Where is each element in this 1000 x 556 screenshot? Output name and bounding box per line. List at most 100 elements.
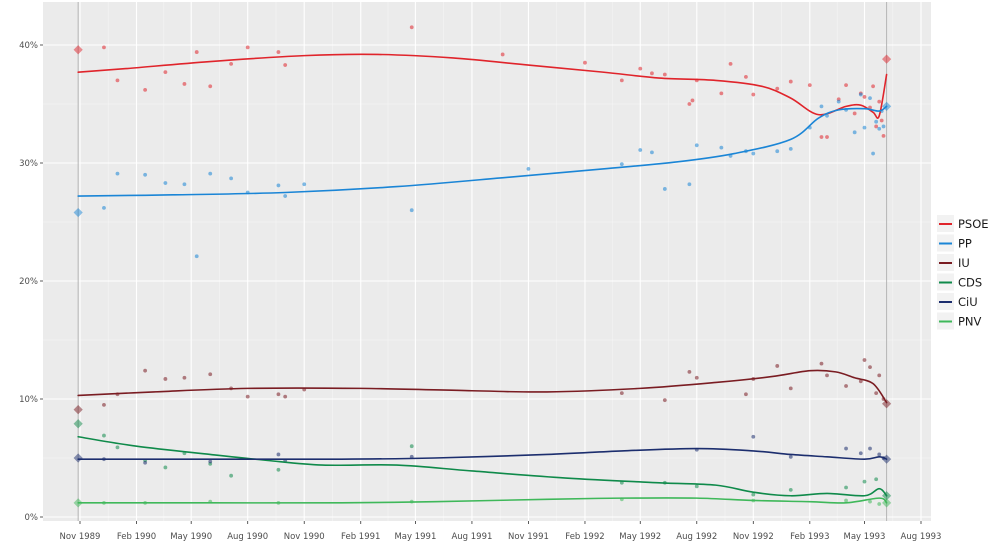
plot-background [43,2,931,521]
pp-poll-point [719,145,724,150]
psoe-poll-point [409,25,414,30]
pp-poll-point [276,183,281,188]
major-gridlines [43,2,931,521]
pnv-poll-point [868,499,872,504]
election-markers [77,2,888,521]
psoe-poll-point [638,66,643,71]
pp-poll-point [115,171,120,176]
cds-poll-point [844,485,848,490]
pp-poll-point [650,150,654,155]
x-tick-label: Feb 1993 [790,532,829,542]
legend-label-psoe: PSOE [958,217,989,231]
pnv-trend-line [77,497,888,504]
cds-poll-point [788,487,793,492]
psoe-poll-point [500,52,505,57]
pp-result-marker [73,207,83,218]
legend-label-iu: IU [958,256,970,270]
pp-poll-point [143,172,148,177]
pp-poll-point [858,92,863,97]
pnv-result-marker [881,498,892,508]
pp-poll-point [208,171,213,176]
cds-poll-point [409,444,414,449]
iu-poll-point [874,391,879,395]
psoe-poll-point [208,84,213,89]
psoe-poll-point [874,124,879,129]
pp-poll-point [775,149,780,154]
pp-poll-point [182,182,187,187]
x-tick-label: May 1992 [619,532,661,542]
pp-trend-line [77,105,888,197]
x-tick-label: Feb 1990 [117,532,156,542]
psoe-poll-point [744,74,748,79]
y-tick-label: 20% [19,277,38,287]
psoe-poll-point [650,71,654,76]
trend-lines [77,53,888,504]
pp-poll-point [819,104,824,109]
psoe-poll-point [276,50,281,54]
pp-poll-point [302,182,307,187]
psoe-poll-point [182,82,187,86]
ciu-result-marker [881,454,892,464]
iu-poll-point [844,384,848,388]
psoe-poll-point [825,135,829,139]
y-axis: 0% 10% 20% 30% 40% [19,41,43,523]
psoe-poll-point [877,99,882,104]
iu-poll-point [744,392,748,397]
ciu-poll-point [208,459,213,464]
psoe-poll-point [775,86,780,91]
ciu-poll-point [276,452,281,457]
iu-poll-point [694,375,699,380]
x-tick-label: Nov 1992 [733,532,774,542]
ciu-trend-line [77,447,888,461]
psoe-result-marker [881,54,892,64]
psoe-result-marker [73,45,83,55]
iu-poll-point [858,379,863,384]
cds-poll-point [163,465,168,470]
iu-poll-point [245,394,250,399]
election-results [73,45,892,508]
cds-poll-point [115,445,120,450]
x-tick-label: Aug 1991 [451,532,492,542]
x-tick-label: Feb 1992 [565,532,604,542]
pnv-result-marker [73,498,83,508]
x-tick-label: May 1993 [844,532,886,542]
iu-poll-point [619,391,624,395]
iu-poll-point [788,386,793,391]
y-tick-label: 0% [25,513,39,523]
x-tick-label: Nov 1991 [508,532,549,542]
pp-poll-point [871,151,875,156]
cds-poll-point [102,433,106,438]
iu-poll-point [687,369,692,374]
psoe-poll-point [194,50,199,54]
pp-poll-point [788,146,793,151]
iu-poll-point [182,375,187,380]
iu-poll-point [825,373,829,378]
iu-poll-point [775,364,780,368]
cds-result-marker [73,419,83,429]
ciu-poll-point [143,460,148,465]
x-tick-label: Aug 1992 [676,532,717,542]
psoe-poll-point [881,133,886,138]
minor-gridlines [43,2,931,521]
psoe-poll-point [719,91,724,96]
ciu-poll-point [858,451,863,456]
pp-poll-point [638,148,643,152]
iu-poll-point [819,361,824,366]
y-tick-label: 40% [19,41,38,51]
pp-poll-point [751,151,756,156]
cds-result-marker [881,491,892,501]
cds-poll-point [694,484,699,489]
legend-label-cds: CDS [958,276,982,290]
pp-poll-point [283,194,288,198]
psoe-poll-point [728,61,733,66]
psoe-poll-point [619,78,624,83]
y-tick-label: 30% [19,159,38,169]
iu-result-marker [881,399,892,409]
cds-poll-point [751,492,756,497]
psoe-poll-point [852,111,857,116]
legend-label-pp: PP [958,237,972,251]
iu-poll-point [208,372,213,377]
psoe-poll-point [143,87,148,92]
pp-poll-point [687,182,692,187]
psoe-poll-point [245,45,250,50]
